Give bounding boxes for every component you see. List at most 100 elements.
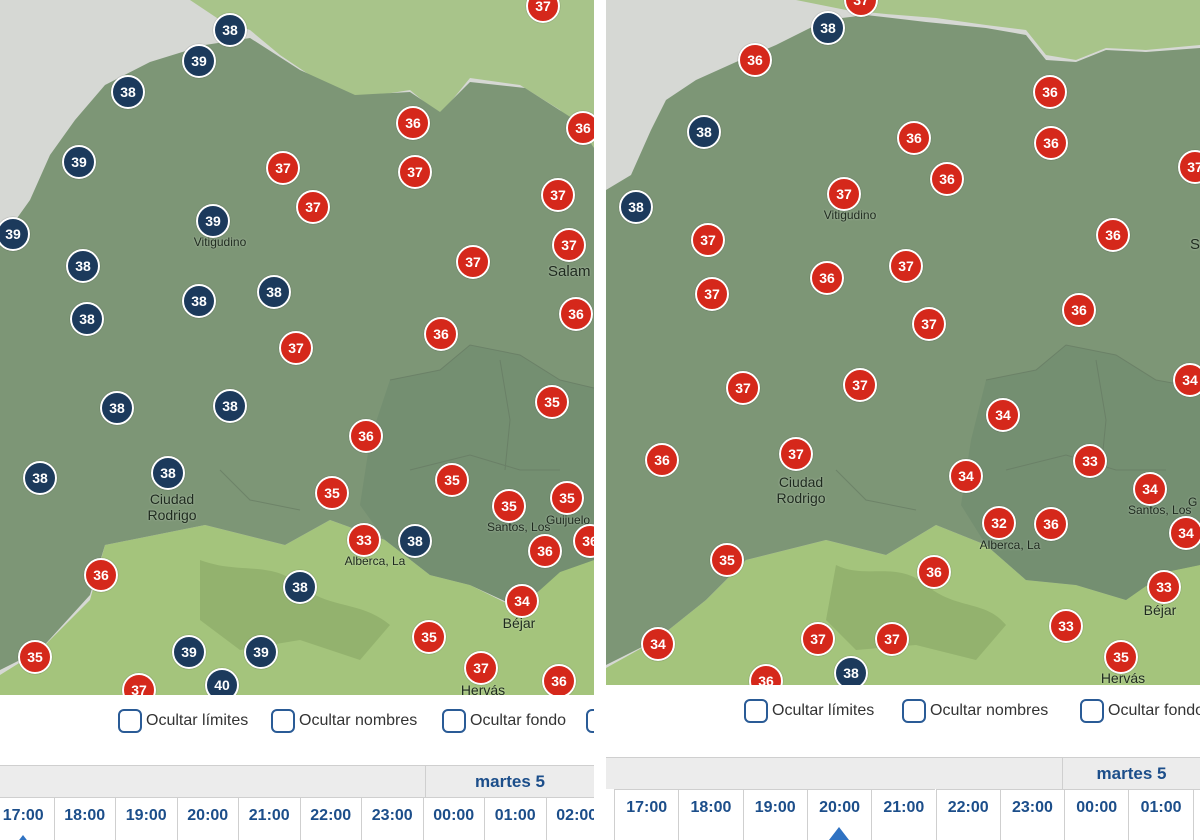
temperature-marker[interactable]: 36 bbox=[349, 419, 383, 453]
temperature-marker[interactable]: 35 bbox=[412, 620, 446, 654]
temperature-marker[interactable]: 38 bbox=[100, 391, 134, 425]
temperature-marker[interactable]: 38 bbox=[151, 456, 185, 490]
temperature-marker[interactable]: 34 bbox=[505, 584, 539, 618]
temperature-marker[interactable]: 38 bbox=[619, 190, 653, 224]
temperature-marker[interactable]: 37 bbox=[122, 673, 156, 695]
hide-names-option[interactable]: Ocultar nombres bbox=[902, 698, 1048, 724]
temperature-marker[interactable]: 35 bbox=[435, 463, 469, 497]
temperature-marker[interactable]: 35 bbox=[1104, 640, 1138, 674]
extra-checkbox[interactable] bbox=[586, 709, 594, 733]
temperature-marker[interactable]: 34 bbox=[1169, 516, 1200, 550]
temperature-marker[interactable]: 37 bbox=[801, 622, 835, 656]
temperature-marker[interactable]: 38 bbox=[213, 389, 247, 423]
temperature-marker[interactable]: 37 bbox=[875, 622, 909, 656]
temperature-marker[interactable]: 37 bbox=[827, 177, 861, 211]
hide-background-option[interactable]: Ocultar fondo bbox=[442, 708, 566, 734]
hour-slot[interactable]: 01:00 bbox=[1128, 789, 1193, 840]
temperature-marker[interactable]: 35 bbox=[18, 640, 52, 674]
hour-slot[interactable]: 19:00 bbox=[742, 789, 807, 840]
temperature-marker[interactable]: 36 bbox=[528, 534, 562, 568]
temperature-marker[interactable]: 37 bbox=[691, 223, 725, 257]
temperature-marker[interactable]: 33 bbox=[347, 523, 381, 557]
hide-limits-checkbox[interactable] bbox=[744, 699, 768, 723]
hour-slot[interactable]: 17:00 bbox=[614, 789, 679, 840]
hour-slot[interactable]: 18:00 bbox=[53, 797, 115, 840]
temperature-marker[interactable]: 34 bbox=[1133, 472, 1167, 506]
temperature-marker[interactable]: 36 bbox=[738, 43, 772, 77]
temperature-marker[interactable]: 36 bbox=[542, 664, 576, 695]
temperature-marker[interactable]: 36 bbox=[566, 111, 594, 145]
hour-slot[interactable]: 22:00 bbox=[299, 797, 361, 840]
hide-names-checkbox[interactable] bbox=[902, 699, 926, 723]
hide-background-checkbox[interactable] bbox=[442, 709, 466, 733]
temperature-marker[interactable]: 37 bbox=[889, 249, 923, 283]
temperature-marker[interactable]: 36 bbox=[573, 524, 594, 558]
temperature-marker[interactable]: 38 bbox=[398, 524, 432, 558]
hour-slot[interactable]: 23:00 bbox=[999, 789, 1065, 840]
temperature-marker[interactable]: 36 bbox=[645, 443, 679, 477]
hour-slot[interactable]: 19:00 bbox=[115, 797, 177, 840]
hour-slot[interactable]: 01:00 bbox=[484, 797, 546, 840]
hide-background-option[interactable]: Ocultar fondo bbox=[1080, 698, 1200, 724]
temperature-marker[interactable]: 37 bbox=[779, 437, 813, 471]
temperature-marker[interactable]: 34 bbox=[986, 398, 1020, 432]
temperature-marker[interactable]: 37 bbox=[398, 155, 432, 189]
temperature-marker[interactable]: 36 bbox=[930, 162, 964, 196]
temperature-marker[interactable]: 36 bbox=[1062, 293, 1096, 327]
hour-slot[interactable]: 22:00 bbox=[935, 789, 1000, 840]
temperature-marker[interactable]: 38 bbox=[213, 13, 247, 47]
temperature-marker[interactable]: 39 bbox=[196, 204, 230, 238]
temperature-marker[interactable]: 35 bbox=[492, 489, 526, 523]
temperature-marker[interactable]: 34 bbox=[1173, 363, 1200, 397]
hide-names-checkbox[interactable] bbox=[271, 709, 295, 733]
hour-slot[interactable]: 02:00 bbox=[545, 797, 594, 840]
hour-slot[interactable]: 00:00 bbox=[1064, 789, 1129, 840]
temperature-marker[interactable]: 34 bbox=[949, 459, 983, 493]
temperature-marker[interactable]: 38 bbox=[257, 275, 291, 309]
temperature-marker[interactable]: 35 bbox=[535, 385, 569, 419]
temperature-marker[interactable]: 37 bbox=[1178, 150, 1200, 184]
temperature-marker[interactable]: 36 bbox=[1034, 126, 1068, 160]
temperature-marker[interactable]: 38 bbox=[182, 284, 216, 318]
temperature-marker[interactable]: 37 bbox=[296, 190, 330, 224]
temperature-marker[interactable]: 36 bbox=[84, 558, 118, 592]
temperature-map[interactable]: 37 38 39 38 36 36 39 37 37 37 37 39 39 37 38 37 38 38 38 36… bbox=[0, 0, 594, 695]
temperature-marker[interactable]: 39 bbox=[172, 635, 206, 669]
temperature-marker[interactable]: 37 bbox=[552, 228, 586, 262]
hour-slot[interactable]: 21:00 bbox=[871, 789, 936, 840]
hour-slot[interactable]: 20:00 bbox=[176, 797, 238, 840]
hour-slot[interactable]: 00:00 bbox=[422, 797, 484, 840]
temperature-marker[interactable]: 36 bbox=[559, 297, 593, 331]
temperature-marker[interactable]: 38 bbox=[23, 461, 57, 495]
temperature-marker[interactable]: 36 bbox=[917, 555, 951, 589]
temperature-marker[interactable]: 36 bbox=[396, 106, 430, 140]
hour-slot[interactable]: 17:00 bbox=[0, 797, 54, 840]
temperature-marker[interactable]: 36 bbox=[897, 121, 931, 155]
temperature-marker[interactable]: 37 bbox=[695, 277, 729, 311]
temperature-marker[interactable]: 38 bbox=[66, 249, 100, 283]
temperature-marker[interactable]: 37 bbox=[464, 651, 498, 685]
temperature-marker[interactable]: 35 bbox=[710, 543, 744, 577]
temperature-marker[interactable]: 35 bbox=[315, 476, 349, 510]
temperature-marker[interactable]: 37 bbox=[726, 371, 760, 405]
hide-names-option[interactable]: Ocultar nombres bbox=[271, 708, 417, 734]
hide-background-checkbox[interactable] bbox=[1080, 699, 1104, 723]
extra-option[interactable] bbox=[586, 708, 594, 734]
temperature-marker[interactable]: 36 bbox=[810, 261, 844, 295]
temperature-marker[interactable]: 32 bbox=[982, 506, 1016, 540]
temperature-marker[interactable]: 40 bbox=[205, 668, 239, 695]
temperature-marker[interactable]: 36 bbox=[1034, 507, 1068, 541]
hour-slot[interactable]: 18:00 bbox=[678, 789, 743, 840]
hour-slot[interactable]: 21:00 bbox=[238, 797, 300, 840]
hide-limits-checkbox[interactable] bbox=[118, 709, 142, 733]
hide-limits-option[interactable]: Ocultar límites bbox=[118, 708, 248, 734]
temperature-marker[interactable]: 38 bbox=[283, 570, 317, 604]
temperature-map[interactable]: 37 38 36 36 38 36 36 37 36 37 38 36 37 37 36 37 36 37 34 37… bbox=[606, 0, 1200, 685]
temperature-marker[interactable]: 33 bbox=[1073, 444, 1107, 478]
temperature-marker[interactable]: 37 bbox=[456, 245, 490, 279]
temperature-marker[interactable]: 36 bbox=[749, 664, 783, 685]
hour-slot[interactable]: 23:00 bbox=[361, 797, 423, 840]
temperature-marker[interactable]: 38 bbox=[811, 11, 845, 45]
hide-limits-option[interactable]: Ocultar límites bbox=[744, 698, 874, 724]
temperature-marker[interactable]: 33 bbox=[1049, 609, 1083, 643]
